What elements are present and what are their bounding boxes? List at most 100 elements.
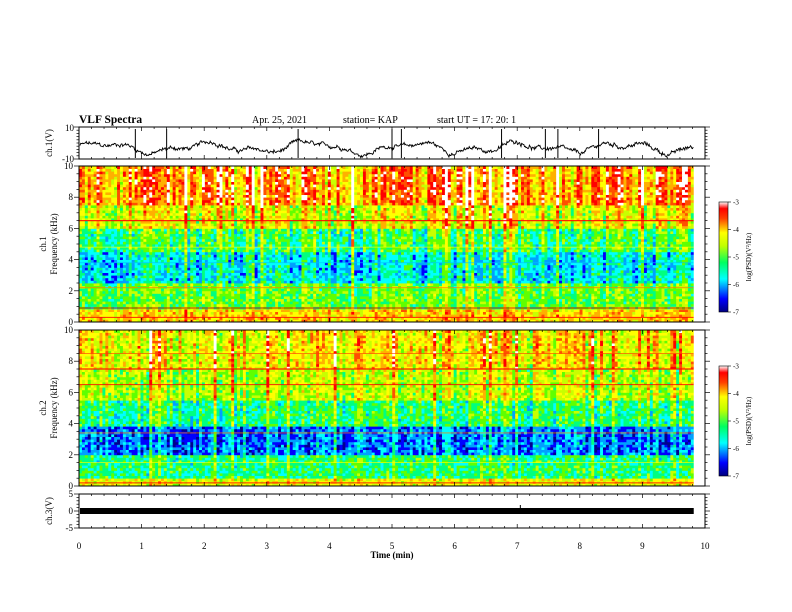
spectrogram-cell: [161, 304, 164, 307]
spectrogram-cell: [378, 267, 381, 270]
spectrogram-cell: [421, 280, 424, 283]
spectrogram-cell: [603, 273, 606, 276]
spectrogram-cell: [381, 265, 384, 268]
spectrogram-cell: [623, 301, 626, 304]
spectrogram-cell: [199, 314, 202, 317]
spectrogram-cell: [433, 296, 436, 299]
spectrogram-cell: [582, 286, 585, 289]
spectrogram-cell: [211, 314, 214, 317]
spectrogram-cell: [360, 275, 363, 278]
spectrogram-cell: [436, 265, 439, 268]
spectrogram-cell: [304, 286, 307, 289]
spectrogram-cell: [351, 314, 354, 317]
spectrogram-cell: [269, 267, 272, 270]
spectrogram-cell: [591, 296, 594, 299]
spectrogram-cell: [82, 283, 85, 286]
spectrogram-cell: [255, 296, 258, 299]
spectrogram-cell: [439, 286, 442, 289]
spectrogram-cell: [149, 291, 152, 294]
spectrogram-cell: [553, 301, 556, 304]
spectrogram-cell: [196, 278, 199, 281]
spectrogram-cell: [615, 309, 618, 312]
spectrogram-cell: [196, 265, 199, 268]
spectrogram-cell: [275, 312, 278, 315]
spectrogram-cell: [161, 309, 164, 312]
spectrogram-cell: [94, 304, 97, 307]
spectrogram-cell: [659, 301, 662, 304]
spectrogram-cell: [348, 314, 351, 317]
spectrogram-cell: [460, 283, 463, 286]
spectrogram-cell: [506, 299, 509, 302]
spectrogram-cell: [94, 283, 97, 286]
spectrogram-cell: [310, 312, 313, 315]
spectrogram-cell: [401, 273, 404, 276]
spectrogram-cell: [132, 267, 135, 270]
spectrogram-cell: [623, 309, 626, 312]
spectrogram-cell: [281, 309, 284, 312]
spectrogram-cell: [413, 309, 416, 312]
spectrogram-cell: [501, 299, 504, 302]
spectrogram-cell: [445, 275, 448, 278]
spectrogram-cell: [404, 309, 407, 312]
spectrogram-cell: [386, 291, 389, 294]
spectrogram-cell: [518, 293, 521, 296]
spectrogram-cell: [184, 309, 187, 312]
spectrogram-cell: [266, 265, 269, 268]
spectrogram-cell: [102, 304, 105, 307]
spectrogram-cell: [565, 275, 568, 278]
spectrogram-cell: [342, 286, 345, 289]
spectrogram-cell: [176, 273, 179, 276]
spectrogram-cell: [542, 265, 545, 268]
spectrogram-cell: [691, 296, 694, 299]
spectrogram-cell: [208, 314, 211, 317]
spectrogram-cell: [530, 267, 533, 270]
spectrogram-cell: [404, 296, 407, 299]
spectrogram-cell: [451, 283, 454, 286]
spectrogram-cell: [252, 273, 255, 276]
spectrogram-cell: [629, 293, 632, 296]
spectrogram-cell: [193, 273, 196, 276]
spectrogram-cell: [533, 278, 536, 281]
spectrogram-cell: [410, 265, 413, 268]
spectrogram-cell: [278, 275, 281, 278]
spectrogram-cell: [299, 301, 302, 304]
spectrogram-cell: [518, 280, 521, 283]
spectrogram-cell: [240, 273, 243, 276]
spectrogram-cell: [667, 265, 670, 268]
spectrogram-cell: [547, 301, 550, 304]
spectrogram-cell: [386, 301, 389, 304]
spectrogram-cell: [342, 280, 345, 283]
spectrogram-cell: [498, 312, 501, 315]
spectrogram-cell: [413, 312, 416, 315]
spectrogram-cell: [424, 301, 427, 304]
spectrogram-cell: [383, 273, 386, 276]
spectrogram-cell: [465, 286, 468, 289]
spectrogram-cell: [246, 296, 249, 299]
spectrogram-cell: [659, 270, 662, 273]
spectrogram-cell: [179, 273, 182, 276]
spectrogram-cell: [85, 291, 88, 294]
spectrogram-cell: [691, 288, 694, 291]
spectrogram-cell: [474, 286, 477, 289]
spectrogram-cell: [205, 283, 208, 286]
spectrogram-cell: [255, 304, 258, 307]
spectrogram-cell: [272, 275, 275, 278]
spectrogram-cell: [378, 273, 381, 276]
spectrogram-cell: [108, 301, 111, 304]
spectrogram-cell: [193, 283, 196, 286]
spectrogram-cell: [389, 291, 392, 294]
spectrogram-cell: [404, 314, 407, 317]
spectrogram-cell: [164, 265, 167, 268]
spectrogram-cell: [138, 270, 141, 273]
spectrogram-cell: [252, 278, 255, 281]
spectrogram-cell: [170, 309, 173, 312]
spectrogram-cell: [135, 280, 138, 283]
spectrogram-cell: [319, 270, 322, 273]
spectrogram-cell: [536, 275, 539, 278]
spectrogram-cell: [585, 304, 588, 307]
spectrogram-cell: [155, 304, 158, 307]
spectrogram-cell: [246, 286, 249, 289]
spectrogram-cell: [662, 312, 665, 315]
spectrogram-cell: [307, 288, 310, 291]
spectrogram-cell: [547, 270, 550, 273]
